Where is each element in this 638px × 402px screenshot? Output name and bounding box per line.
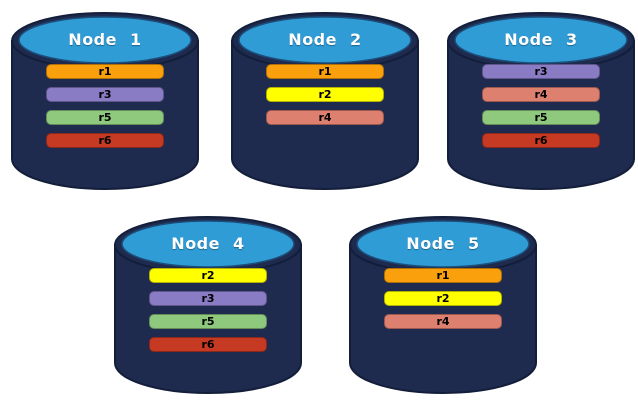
replica-bar: r6 [46,133,164,148]
node-title: Node 1 [68,30,142,49]
node-1: Node 1 r1 r3 r5 r6 [10,8,200,192]
node-4: Node 4 r2 r3 r5 r6 [113,212,303,396]
node-title: Node 2 [288,30,362,49]
replica-bar: r1 [266,64,384,79]
replica-bar: r1 [384,268,502,283]
node-5: Node 5 r1 r2 r4 [348,212,538,396]
replica-bar: r4 [266,110,384,125]
replica-bar: r4 [384,314,502,329]
node-3: Node 3 r3 r4 r5 r6 [446,8,636,192]
replica-bar: r6 [482,133,600,148]
replica-bar: r5 [149,314,267,329]
replica-bar: r5 [482,110,600,125]
node-title: Node 3 [504,30,578,49]
replica-bar: r6 [149,337,267,352]
replica-bar: r2 [384,291,502,306]
node-title: Node 5 [406,234,480,253]
replica-bar: r3 [482,64,600,79]
replica-bar: r4 [482,87,600,102]
replica-bar: r3 [149,291,267,306]
replica-bar: r2 [149,268,267,283]
replica-bar: r1 [46,64,164,79]
replica-bar: r3 [46,87,164,102]
node-title: Node 4 [171,234,245,253]
replica-bar: r2 [266,87,384,102]
replica-bar: r5 [46,110,164,125]
node-2: Node 2 r1 r2 r4 [230,8,420,192]
